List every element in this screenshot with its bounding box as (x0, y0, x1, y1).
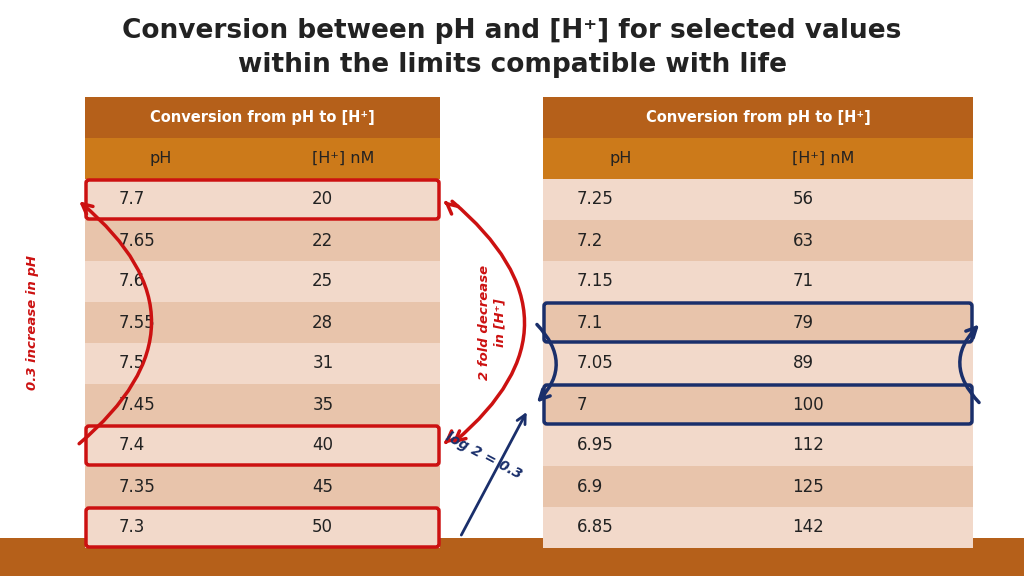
FancyArrowPatch shape (453, 201, 524, 441)
Text: 142: 142 (793, 518, 824, 536)
Bar (543, 261, 973, 302)
Text: 28: 28 (312, 313, 334, 332)
Text: 6.9: 6.9 (578, 478, 603, 495)
FancyArrowPatch shape (445, 203, 458, 214)
Bar (543, 138, 973, 179)
FancyArrowPatch shape (959, 327, 979, 403)
Text: Conversion between pH and [H⁺] for selected values: Conversion between pH and [H⁺] for selec… (122, 18, 902, 44)
Bar (85, 466, 440, 507)
Text: 7.15: 7.15 (578, 272, 614, 290)
Bar (85, 507, 440, 548)
Text: 7.1: 7.1 (578, 313, 603, 332)
Text: 7.55: 7.55 (118, 313, 155, 332)
Text: 89: 89 (793, 354, 813, 373)
Text: pH: pH (609, 151, 632, 166)
Text: 50: 50 (312, 518, 333, 536)
Bar (85, 261, 440, 302)
Text: 7.65: 7.65 (118, 232, 155, 249)
Bar (543, 507, 973, 548)
Bar (543, 179, 973, 220)
Bar (543, 343, 973, 384)
Text: 25: 25 (312, 272, 334, 290)
Bar (85, 384, 440, 425)
FancyArrowPatch shape (537, 324, 556, 400)
Text: pH: pH (150, 151, 172, 166)
Bar (85, 97, 440, 138)
Text: 7.35: 7.35 (118, 478, 155, 495)
Bar (543, 97, 973, 138)
Bar (85, 425, 440, 466)
Bar (85, 302, 440, 343)
Text: 22: 22 (312, 232, 334, 249)
Text: 125: 125 (793, 478, 824, 495)
Bar (543, 466, 973, 507)
Text: log 2 = 0.3: log 2 = 0.3 (443, 430, 524, 482)
Text: 6.85: 6.85 (578, 518, 613, 536)
Text: 20: 20 (312, 191, 334, 209)
Text: 7.2: 7.2 (578, 232, 603, 249)
Text: 71: 71 (793, 272, 813, 290)
Bar (85, 138, 440, 179)
Text: 100: 100 (793, 396, 824, 414)
Bar (85, 220, 440, 261)
Text: 35: 35 (312, 396, 334, 414)
Bar (85, 179, 440, 220)
Text: Conversion from pH to [H⁺]: Conversion from pH to [H⁺] (645, 110, 870, 125)
Text: 2 fold decrease
in [H⁺]: 2 fold decrease in [H⁺] (478, 265, 506, 380)
Text: 7.4: 7.4 (118, 437, 144, 454)
Text: [H⁺] nM: [H⁺] nM (793, 151, 855, 166)
Bar (543, 384, 973, 425)
Text: 45: 45 (312, 478, 333, 495)
Text: 0.3 increase in pH: 0.3 increase in pH (27, 255, 40, 390)
Text: 31: 31 (312, 354, 334, 373)
Text: 56: 56 (793, 191, 813, 209)
Bar (543, 302, 973, 343)
Bar (0, 538, 1024, 576)
Bar (543, 425, 973, 466)
Bar (543, 220, 973, 261)
FancyArrowPatch shape (461, 415, 525, 535)
Bar (85, 343, 440, 384)
Text: 7.6: 7.6 (118, 272, 144, 290)
Text: 7.3: 7.3 (118, 518, 144, 536)
Text: 112: 112 (793, 437, 824, 454)
Text: 40: 40 (312, 437, 333, 454)
FancyArrowPatch shape (79, 204, 152, 444)
Text: 7.7: 7.7 (118, 191, 144, 209)
Text: 7: 7 (578, 396, 588, 414)
Text: 63: 63 (793, 232, 813, 249)
Text: 79: 79 (793, 313, 813, 332)
Text: 6.95: 6.95 (578, 437, 613, 454)
Text: 7.05: 7.05 (578, 354, 613, 373)
Text: 7.5: 7.5 (118, 354, 144, 373)
Text: 7.25: 7.25 (578, 191, 614, 209)
Text: 7.45: 7.45 (118, 396, 155, 414)
Text: Conversion from pH to [H⁺]: Conversion from pH to [H⁺] (151, 110, 375, 125)
Text: [H⁺] nM: [H⁺] nM (312, 151, 375, 166)
FancyArrowPatch shape (445, 431, 458, 442)
Text: within the limits compatible with life: within the limits compatible with life (238, 52, 786, 78)
